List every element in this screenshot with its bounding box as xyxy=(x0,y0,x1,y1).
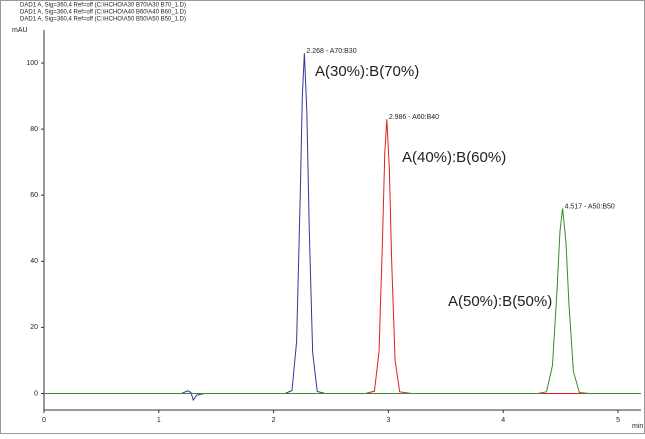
y-axis-label: mAU xyxy=(12,27,28,34)
series-line xyxy=(44,208,641,394)
annotation: A(50%):B(50%) xyxy=(448,293,552,310)
x-tick-label: 0 xyxy=(42,417,46,424)
annotation: A(30%):B(70%) xyxy=(315,63,419,80)
y-tick-label: 100 xyxy=(26,60,38,67)
x-tick-label: 5 xyxy=(616,417,620,424)
x-tick-label: 3 xyxy=(386,417,390,424)
x-tick-label: 2 xyxy=(272,417,276,424)
peak-label: 4.517 - A50:B50 xyxy=(565,203,615,210)
legend-entry: DAD1 A, Sig=360,4 Ref=off (C:\HCHO\A30 B… xyxy=(20,3,186,9)
y-tick-label: 0 xyxy=(34,390,38,397)
legend-entry: DAD1 A, Sig=360,4 Ref=off (C:\HCHO\A50 B… xyxy=(20,17,186,23)
x-tick-label: 1 xyxy=(157,417,161,424)
x-axis-label: min xyxy=(632,423,643,430)
peak-label: 2.986 - A60:B40 xyxy=(389,114,439,121)
series-line xyxy=(44,119,641,394)
y-tick-label: 60 xyxy=(30,192,38,199)
series-line xyxy=(44,53,641,402)
y-tick-label: 20 xyxy=(30,324,38,331)
y-tick-label: 40 xyxy=(30,258,38,265)
peak-label: 2.268 - A70:B30 xyxy=(306,48,356,55)
x-tick-label: 4 xyxy=(501,417,505,424)
annotation: A(40%):B(60%) xyxy=(402,149,506,166)
y-tick-label: 80 xyxy=(30,126,38,133)
legend-entry: DAD1 A, Sig=360,4 Ref=off (C:\HCHO\A40 B… xyxy=(20,10,186,16)
